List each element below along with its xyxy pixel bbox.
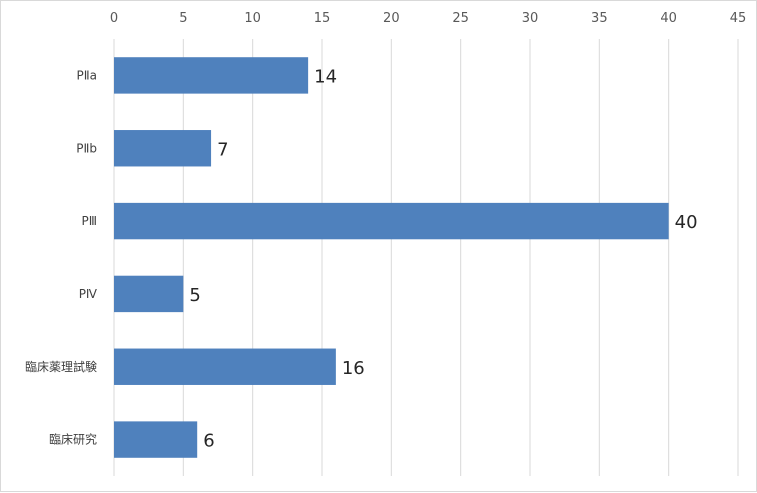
x-tick-label-20: 20 xyxy=(383,11,400,26)
data-label-4: 16 xyxy=(342,358,365,379)
data-label-5: 6 xyxy=(203,431,214,452)
data-label-0: 14 xyxy=(314,66,337,87)
x-tick-label-10: 10 xyxy=(244,11,261,26)
x-tick-label-30: 30 xyxy=(522,11,539,26)
category-label-4: 臨床薬理試験 xyxy=(25,359,97,374)
bar-0 xyxy=(114,57,309,94)
data-label-2: 40 xyxy=(675,212,698,233)
x-tick-label-25: 25 xyxy=(452,11,469,26)
category-label-5: 臨床研究 xyxy=(49,432,97,447)
x-tick-label-0: 0 xyxy=(110,11,118,26)
bar-1 xyxy=(114,130,212,167)
bar-3 xyxy=(114,275,184,313)
category-label-2: PⅢ xyxy=(81,214,97,228)
category-label-1: PⅡb xyxy=(76,141,97,155)
category-label-0: PⅡa xyxy=(77,68,98,82)
x-tick-label-45: 45 xyxy=(730,11,747,26)
x-tick-label-35: 35 xyxy=(591,11,608,26)
bar-5 xyxy=(114,421,198,458)
bar-2 xyxy=(114,202,669,240)
x-tick-label-15: 15 xyxy=(314,11,331,26)
category-label-3: PⅣ xyxy=(79,287,97,301)
data-label-1: 7 xyxy=(217,139,228,160)
data-label-3: 5 xyxy=(189,285,200,306)
x-tick-label-40: 40 xyxy=(660,11,677,26)
x-tick-label-5: 5 xyxy=(179,11,187,26)
bar-4 xyxy=(114,348,336,385)
